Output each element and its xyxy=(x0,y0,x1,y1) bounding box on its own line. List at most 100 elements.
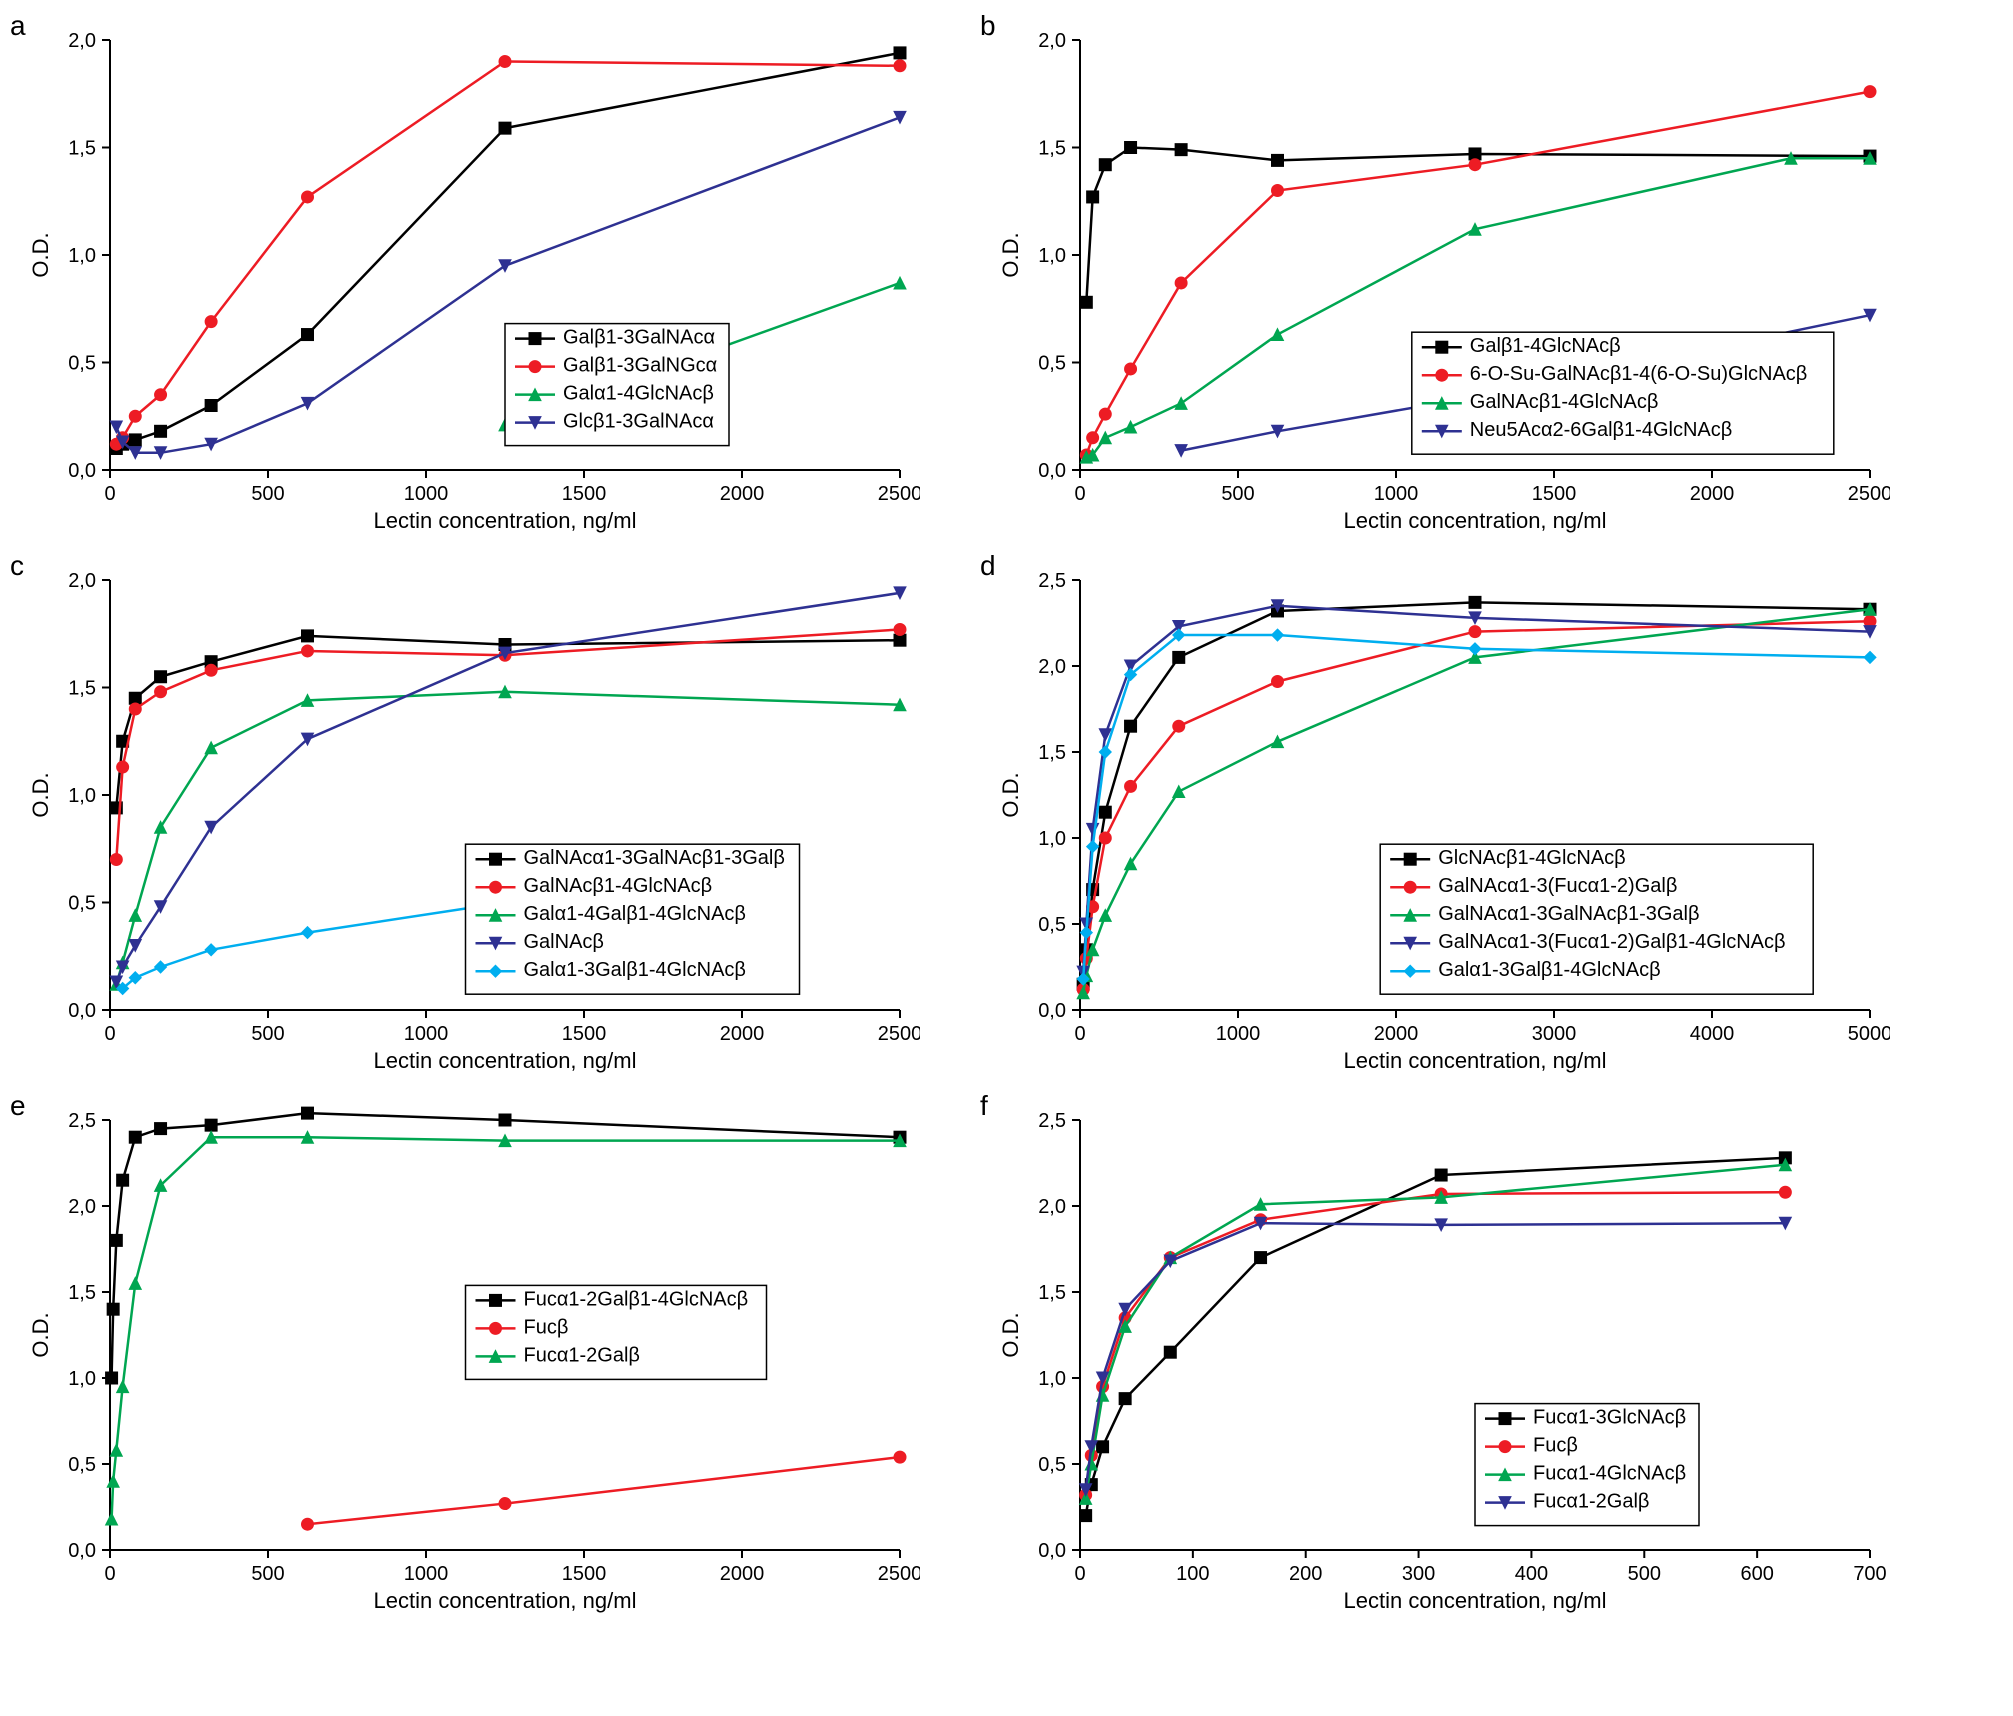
svg-text:1000: 1000 xyxy=(404,1563,449,1585)
chart-panel-f: f01002003004005006007000,00,51,01,52,02,… xyxy=(990,1100,1920,1620)
panel-label: a xyxy=(10,10,26,42)
svg-text:0,0: 0,0 xyxy=(68,1000,96,1022)
svg-text:Lectin concentration, ng/ml: Lectin concentration, ng/ml xyxy=(1344,508,1607,533)
svg-text:Fucα1-3GlcNAcβ: Fucα1-3GlcNAcβ xyxy=(1533,1407,1686,1429)
svg-text:1500: 1500 xyxy=(562,1023,607,1045)
svg-text:1000: 1000 xyxy=(404,1023,449,1045)
svg-text:300: 300 xyxy=(1402,1563,1435,1585)
svg-text:O.D.: O.D. xyxy=(28,232,53,277)
svg-text:0,0: 0,0 xyxy=(1038,1540,1066,1562)
svg-text:Fucβ: Fucβ xyxy=(524,1316,569,1338)
svg-text:2000: 2000 xyxy=(1690,483,1735,505)
svg-text:0: 0 xyxy=(1074,483,1085,505)
svg-text:Lectin concentration, ng/ml: Lectin concentration, ng/ml xyxy=(1344,1048,1607,1073)
svg-text:0,5: 0,5 xyxy=(1038,353,1066,375)
svg-text:500: 500 xyxy=(1221,483,1254,505)
svg-text:O.D.: O.D. xyxy=(998,1312,1023,1357)
svg-text:1000: 1000 xyxy=(1216,1023,1261,1045)
svg-text:O.D.: O.D. xyxy=(28,772,53,817)
svg-text:500: 500 xyxy=(1628,1563,1661,1585)
svg-text:GalNAcα1-3(Fucα1-2)Galβ1-4GlcN: GalNAcα1-3(Fucα1-2)Galβ1-4GlcNAcβ xyxy=(1438,931,1785,953)
chart-panel-a: a050010001500200025000,00,51,01,52,0Lect… xyxy=(20,20,950,540)
svg-text:O.D.: O.D. xyxy=(998,772,1023,817)
svg-text:2500: 2500 xyxy=(878,483,920,505)
svg-text:0: 0 xyxy=(104,1563,115,1585)
svg-text:1500: 1500 xyxy=(562,1563,607,1585)
svg-text:2000: 2000 xyxy=(720,1563,765,1585)
svg-text:Neu5Acα2-6Galβ1-4GlcNAcβ: Neu5Acα2-6Galβ1-4GlcNAcβ xyxy=(1470,419,1732,441)
svg-text:O.D.: O.D. xyxy=(998,232,1023,277)
svg-text:1,5: 1,5 xyxy=(1038,138,1066,160)
svg-text:GalNAcβ: GalNAcβ xyxy=(524,931,604,953)
svg-text:Fucα1-2Galβ1-4GlcNAcβ: Fucα1-2Galβ1-4GlcNAcβ xyxy=(524,1288,749,1310)
svg-text:Fucα1-2Galβ: Fucα1-2Galβ xyxy=(524,1344,640,1366)
chart-panel-c: c050010001500200025000,00,51,01,52,0Lect… xyxy=(20,560,950,1080)
svg-text:Lectin concentration, ng/ml: Lectin concentration, ng/ml xyxy=(374,508,637,533)
svg-text:1,5: 1,5 xyxy=(68,678,96,700)
svg-text:100: 100 xyxy=(1176,1563,1209,1585)
svg-text:1,5: 1,5 xyxy=(1038,1282,1066,1304)
svg-text:1,0: 1,0 xyxy=(1038,828,1066,850)
svg-text:500: 500 xyxy=(251,483,284,505)
svg-text:2500: 2500 xyxy=(878,1563,920,1585)
svg-text:1000: 1000 xyxy=(404,483,449,505)
svg-text:1,0: 1,0 xyxy=(68,1368,96,1390)
svg-text:0: 0 xyxy=(104,1023,115,1045)
svg-text:2,0: 2,0 xyxy=(1038,30,1066,52)
svg-text:Fucα1-4GlcNAcβ: Fucα1-4GlcNAcβ xyxy=(1533,1463,1686,1485)
svg-text:0,5: 0,5 xyxy=(68,893,96,915)
svg-text:4000: 4000 xyxy=(1690,1023,1735,1045)
svg-text:1,0: 1,0 xyxy=(1038,1368,1066,1390)
svg-text:2,5: 2,5 xyxy=(1038,1110,1066,1132)
svg-text:0: 0 xyxy=(1074,1023,1085,1045)
svg-text:Galα1-4GlcNAcβ: Galα1-4GlcNAcβ xyxy=(563,383,714,405)
svg-text:2,0: 2,0 xyxy=(1038,1196,1066,1218)
svg-text:Galβ1-4GlcNAcβ: Galβ1-4GlcNAcβ xyxy=(1470,335,1621,357)
svg-text:2000: 2000 xyxy=(1374,1023,1419,1045)
svg-text:1,5: 1,5 xyxy=(1038,742,1066,764)
svg-text:GalNAcα1-3(Fucα1-2)Galβ: GalNAcα1-3(Fucα1-2)Galβ xyxy=(1438,875,1677,897)
svg-text:Galα1-4Galβ1-4GlcNAcβ: Galα1-4Galβ1-4GlcNAcβ xyxy=(524,903,746,925)
svg-text:Glcβ1-3GalNAcα: Glcβ1-3GalNAcα xyxy=(563,411,714,433)
svg-text:Galα1-3Galβ1-4GlcNAcβ: Galα1-3Galβ1-4GlcNAcβ xyxy=(1438,959,1660,981)
svg-text:700: 700 xyxy=(1853,1563,1886,1585)
svg-text:1500: 1500 xyxy=(562,483,607,505)
svg-text:O.D.: O.D. xyxy=(28,1312,53,1357)
svg-text:0,0: 0,0 xyxy=(68,1540,96,1562)
svg-text:2500: 2500 xyxy=(878,1023,920,1045)
svg-text:0,5: 0,5 xyxy=(68,353,96,375)
svg-text:GalNAcβ1-4GlcNAcβ: GalNAcβ1-4GlcNAcβ xyxy=(1470,391,1659,413)
panel-label: b xyxy=(980,10,996,42)
panel-label: d xyxy=(980,550,996,582)
svg-text:0: 0 xyxy=(104,483,115,505)
chart-panel-e: e050010001500200025000,00,51,01,52,02,5L… xyxy=(20,1100,950,1620)
svg-text:2,5: 2,5 xyxy=(1038,570,1066,592)
svg-text:Lectin concentration, ng/ml: Lectin concentration, ng/ml xyxy=(1344,1588,1607,1613)
chart-panel-b: b050010001500200025000,00,51,01,52,0Lect… xyxy=(990,20,1920,540)
svg-text:GalNAcα1-3GalNAcβ1-3Galβ: GalNAcα1-3GalNAcβ1-3Galβ xyxy=(1438,903,1699,925)
svg-text:1000: 1000 xyxy=(1374,483,1419,505)
svg-text:500: 500 xyxy=(251,1023,284,1045)
svg-text:400: 400 xyxy=(1515,1563,1548,1585)
svg-text:0: 0 xyxy=(1074,1563,1085,1585)
svg-text:0,5: 0,5 xyxy=(1038,1454,1066,1476)
svg-text:1,0: 1,0 xyxy=(68,245,96,267)
svg-text:2000: 2000 xyxy=(720,483,765,505)
svg-text:2,0: 2,0 xyxy=(68,1196,96,1218)
svg-text:Fucα1-2Galβ: Fucα1-2Galβ xyxy=(1533,1491,1649,1513)
svg-text:500: 500 xyxy=(251,1563,284,1585)
svg-text:Galα1-3Galβ1-4GlcNAcβ: Galα1-3Galβ1-4GlcNAcβ xyxy=(524,959,746,981)
svg-text:1,0: 1,0 xyxy=(1038,245,1066,267)
svg-text:1,5: 1,5 xyxy=(68,138,96,160)
svg-text:GalNAcα1-3GalNAcβ1-3Galβ: GalNAcα1-3GalNAcβ1-3Galβ xyxy=(524,847,785,869)
panel-label: f xyxy=(980,1090,988,1122)
svg-text:2,0: 2,0 xyxy=(1038,656,1066,678)
svg-text:2500: 2500 xyxy=(1848,483,1890,505)
svg-text:0,5: 0,5 xyxy=(68,1454,96,1476)
svg-text:200: 200 xyxy=(1289,1563,1322,1585)
svg-text:0,0: 0,0 xyxy=(1038,1000,1066,1022)
svg-text:Lectin concentration, ng/ml: Lectin concentration, ng/ml xyxy=(374,1048,637,1073)
svg-text:GalNAcβ1-4GlcNAcβ: GalNAcβ1-4GlcNAcβ xyxy=(524,875,713,897)
panel-label: e xyxy=(10,1090,26,1122)
chart-panel-d: d0100020003000400050000,00,51,01,52,02,5… xyxy=(990,560,1920,1080)
